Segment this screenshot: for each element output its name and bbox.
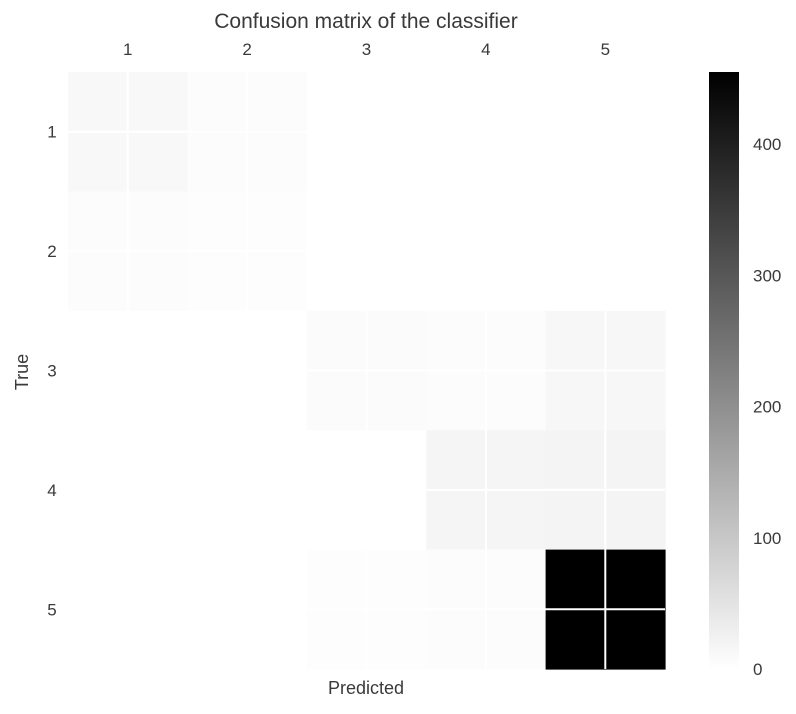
colorbar-tick-labels: 0 100 200 300 400 bbox=[753, 135, 781, 679]
colorbar-tick-label: 100 bbox=[753, 529, 781, 548]
y-tick-label: 2 bbox=[47, 242, 56, 261]
x-tick-label: 5 bbox=[601, 40, 610, 59]
chart-title: Confusion matrix of the classifier bbox=[214, 10, 517, 33]
colorbar-tick-label: 0 bbox=[753, 660, 762, 679]
y-tick-label: 3 bbox=[47, 362, 56, 381]
x-tick-label: 3 bbox=[362, 40, 371, 59]
y-tick-label: 4 bbox=[47, 481, 56, 500]
x-tick-label: 1 bbox=[123, 40, 132, 59]
x-tick-label: 4 bbox=[481, 40, 490, 59]
y-tick-labels: 1 2 3 4 5 bbox=[47, 123, 56, 620]
colorbar-tick-label: 400 bbox=[753, 135, 781, 154]
x-tick-label: 2 bbox=[242, 40, 251, 59]
y-tick-label: 5 bbox=[47, 600, 56, 619]
colorbar-tick-label: 300 bbox=[753, 266, 781, 285]
x-tick-labels: 1 2 3 4 5 bbox=[123, 40, 610, 59]
y-tick-label: 1 bbox=[47, 123, 56, 142]
colorbar-tick-label: 200 bbox=[753, 398, 781, 417]
x-axis-label: Predicted bbox=[328, 678, 404, 698]
y-axis-label: True bbox=[12, 354, 32, 390]
colorbar bbox=[709, 72, 739, 669]
